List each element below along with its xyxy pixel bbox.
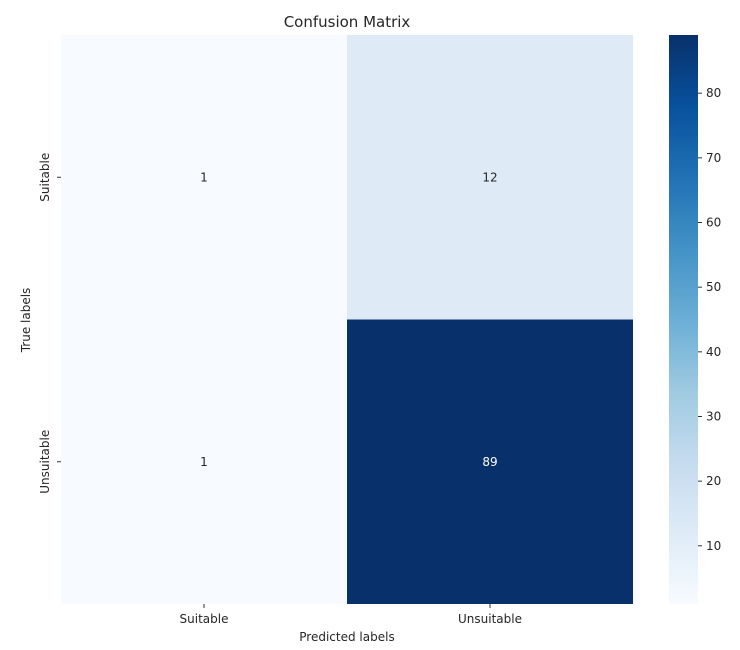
cell-value-1-1: 89 xyxy=(482,455,497,469)
heatmap-cell-labels: 1 12 1 89 xyxy=(200,170,497,469)
x-axis-label: Predicted labels xyxy=(299,630,394,644)
colorbar-tick-label: 50 xyxy=(706,280,721,294)
colorbar-tick-label: 70 xyxy=(706,151,721,165)
colorbar-tick-label: 80 xyxy=(706,86,721,100)
colorbar-ticks: 10 20 30 40 50 60 70 80 xyxy=(698,86,721,553)
heatmap-cell-0-1 xyxy=(347,35,633,320)
heatmap-cell-1-1 xyxy=(347,319,633,604)
colorbar-tick-label: 30 xyxy=(706,409,721,423)
cell-value-0-1: 12 xyxy=(482,170,497,184)
cell-value-0-0: 1 xyxy=(200,170,208,184)
y-axis-label: True labels xyxy=(19,288,33,354)
x-tick-label: Suitable xyxy=(180,612,229,626)
x-axis-ticks: Suitable Unsuitable xyxy=(180,604,522,626)
y-tick-label: Unsuitable xyxy=(38,430,52,494)
heatmap-cell-1-0 xyxy=(61,319,347,604)
colorbar-tick-label: 20 xyxy=(706,474,721,488)
colorbar-tick-label: 10 xyxy=(706,539,721,553)
x-tick-label: Unsuitable xyxy=(458,612,522,626)
colorbar-tick-label: 40 xyxy=(706,345,721,359)
cell-value-1-0: 1 xyxy=(200,455,208,469)
heatmap-cells xyxy=(61,35,633,604)
colorbar xyxy=(669,35,698,604)
heatmap-cell-0-0 xyxy=(61,35,347,320)
colorbar-tick-label: 60 xyxy=(706,216,721,230)
y-axis-ticks: Suitable Unsuitable xyxy=(38,153,61,494)
chart-title: Confusion Matrix xyxy=(284,13,411,31)
y-tick-label: Suitable xyxy=(38,153,52,202)
